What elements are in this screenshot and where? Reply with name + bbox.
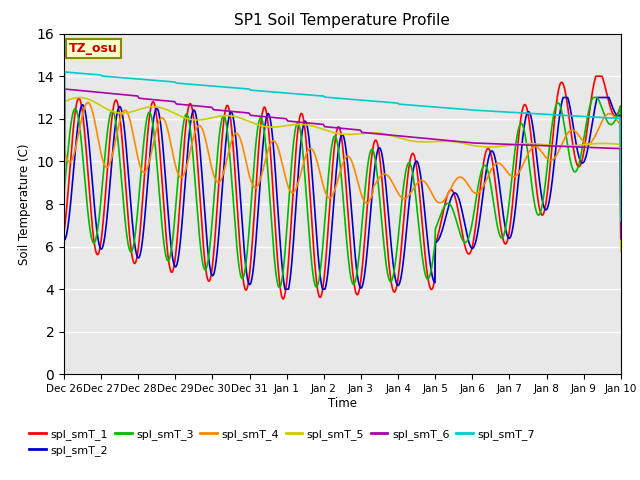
spl_smT_7 bbox=[445, 105, 452, 111]
spl_smT_6 bbox=[445, 138, 452, 144]
spl_smT_3 bbox=[276, 285, 284, 290]
spl_smT_6 bbox=[490, 141, 498, 147]
spl_smT_4 bbox=[84, 100, 92, 106]
spl_smT_2 bbox=[126, 194, 134, 200]
spl_smT_7 bbox=[95, 72, 103, 78]
spl_smT_5 bbox=[76, 95, 83, 100]
X-axis label: Time: Time bbox=[328, 397, 357, 410]
spl_smT_4 bbox=[60, 222, 68, 228]
spl_smT_6 bbox=[61, 86, 68, 92]
Line: spl_smT_2: spl_smT_2 bbox=[64, 97, 621, 289]
spl_smT_1 bbox=[445, 189, 452, 195]
spl_smT_6 bbox=[127, 93, 134, 98]
spl_smT_4 bbox=[95, 142, 103, 148]
spl_smT_6 bbox=[617, 236, 625, 242]
spl_smT_3 bbox=[589, 95, 597, 100]
spl_smT_6 bbox=[60, 229, 68, 235]
spl_smT_7 bbox=[617, 218, 625, 224]
spl_smT_4 bbox=[445, 190, 452, 195]
spl_smT_7 bbox=[490, 108, 498, 114]
spl_smT_3 bbox=[445, 201, 452, 206]
Line: spl_smT_7: spl_smT_7 bbox=[64, 72, 621, 223]
spl_smT_2 bbox=[490, 152, 498, 157]
spl_smT_3 bbox=[95, 215, 103, 221]
spl_smT_5 bbox=[127, 109, 134, 115]
spl_smT_6 bbox=[234, 109, 241, 115]
spl_smT_1 bbox=[617, 192, 625, 198]
spl_smT_7 bbox=[127, 75, 135, 81]
spl_smT_1 bbox=[60, 276, 68, 282]
spl_smT_2 bbox=[559, 95, 567, 100]
spl_smT_5 bbox=[490, 144, 498, 150]
spl_smT_3 bbox=[60, 249, 68, 255]
spl_smT_5 bbox=[127, 109, 135, 115]
spl_smT_4 bbox=[490, 162, 498, 168]
spl_smT_4 bbox=[127, 119, 134, 124]
spl_smT_2 bbox=[233, 150, 241, 156]
spl_smT_4 bbox=[234, 131, 241, 136]
spl_smT_3 bbox=[617, 192, 625, 198]
spl_smT_7 bbox=[234, 85, 241, 91]
spl_smT_5 bbox=[234, 114, 241, 120]
spl_smT_1 bbox=[592, 73, 600, 79]
Line: spl_smT_6: spl_smT_6 bbox=[64, 89, 621, 239]
Line: spl_smT_4: spl_smT_4 bbox=[64, 103, 621, 225]
spl_smT_5 bbox=[60, 226, 68, 232]
spl_smT_1 bbox=[126, 239, 134, 244]
spl_smT_6 bbox=[95, 89, 103, 95]
spl_smT_1 bbox=[490, 170, 498, 176]
spl_smT_1 bbox=[279, 296, 287, 302]
Title: SP1 Soil Temperature Profile: SP1 Soil Temperature Profile bbox=[234, 13, 451, 28]
spl_smT_1 bbox=[95, 249, 103, 255]
spl_smT_2 bbox=[445, 203, 452, 208]
spl_smT_5 bbox=[95, 102, 103, 108]
Line: spl_smT_5: spl_smT_5 bbox=[64, 97, 621, 252]
Legend: spl_smT_1, spl_smT_2, spl_smT_3, spl_smT_4, spl_smT_5, spl_smT_6, spl_smT_7: spl_smT_1, spl_smT_2, spl_smT_3, spl_smT… bbox=[25, 424, 540, 460]
spl_smT_7 bbox=[60, 220, 68, 226]
spl_smT_5 bbox=[445, 138, 452, 144]
spl_smT_2 bbox=[127, 204, 135, 209]
spl_smT_1 bbox=[127, 245, 135, 251]
spl_smT_2 bbox=[281, 286, 289, 292]
spl_smT_2 bbox=[60, 282, 68, 288]
spl_smT_3 bbox=[490, 204, 498, 209]
Line: spl_smT_1: spl_smT_1 bbox=[64, 76, 621, 299]
spl_smT_4 bbox=[127, 122, 135, 128]
spl_smT_3 bbox=[127, 249, 135, 255]
spl_smT_3 bbox=[233, 246, 241, 252]
Text: TZ_osu: TZ_osu bbox=[68, 42, 117, 55]
spl_smT_2 bbox=[617, 198, 625, 204]
spl_smT_3 bbox=[126, 249, 134, 254]
spl_smT_4 bbox=[617, 222, 625, 228]
spl_smT_6 bbox=[127, 93, 135, 98]
spl_smT_5 bbox=[617, 249, 625, 254]
spl_smT_2 bbox=[95, 241, 103, 247]
Y-axis label: Soil Temperature (C): Soil Temperature (C) bbox=[18, 143, 31, 265]
Line: spl_smT_3: spl_smT_3 bbox=[64, 97, 621, 288]
spl_smT_7 bbox=[61, 69, 68, 75]
spl_smT_1 bbox=[233, 201, 241, 207]
spl_smT_7 bbox=[127, 75, 134, 81]
